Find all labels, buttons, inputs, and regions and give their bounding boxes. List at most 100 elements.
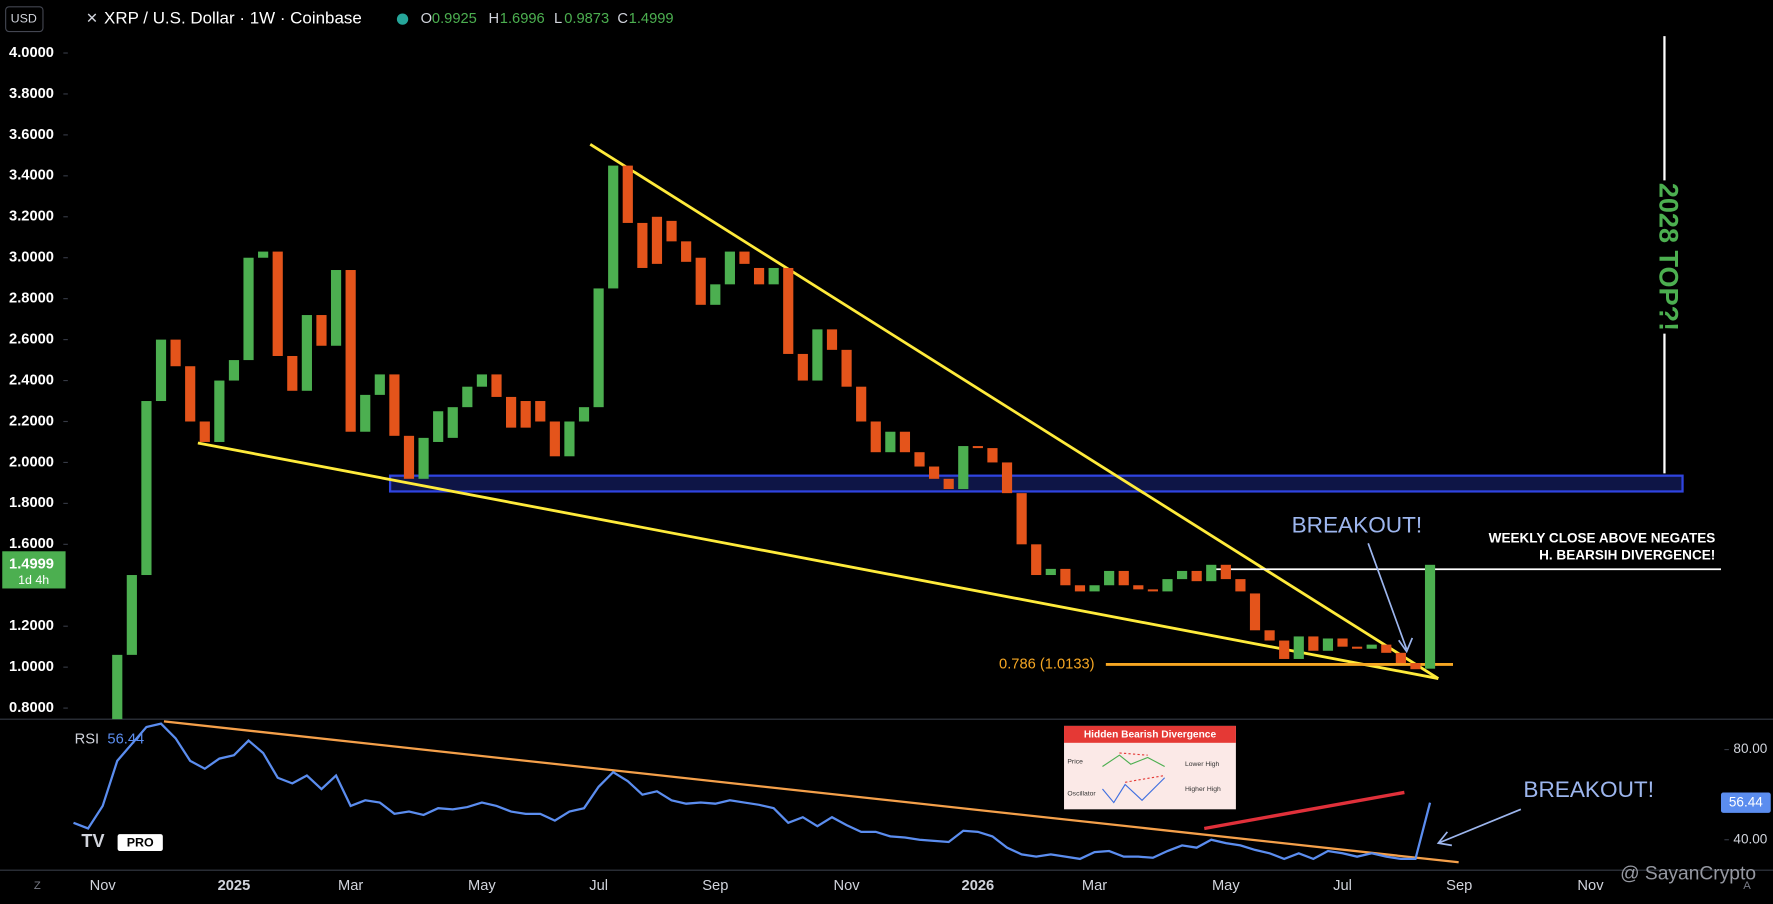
candle <box>1235 579 1246 592</box>
annotation: BREAKOUT! <box>1523 777 1654 802</box>
x-tick-label: Nov <box>90 878 117 894</box>
candle <box>1176 570 1188 580</box>
support-zone <box>388 474 1684 493</box>
rsi-value-label: 56.44 <box>1729 794 1763 809</box>
candle <box>199 421 210 442</box>
candle <box>287 355 298 391</box>
x-tick-label: Sep <box>702 878 728 894</box>
candle <box>272 251 283 356</box>
logo: PRO <box>127 835 154 849</box>
arrow-head <box>1398 637 1414 654</box>
x-tick-label: 2025 <box>218 878 251 894</box>
candle <box>637 222 648 268</box>
candle <box>783 267 794 354</box>
inset-label: Lower High <box>1185 761 1220 768</box>
logo-mark: TV <box>81 831 104 851</box>
symbol-icon: ✕ <box>86 11 98 27</box>
candle <box>1220 564 1231 580</box>
y-tick-label: 0.8000 <box>9 700 54 716</box>
candle <box>1074 585 1086 592</box>
annotation: WEEKLY CLOSE ABOVE NEGATES <box>1489 530 1716 545</box>
corner-button[interactable]: A <box>1743 880 1751 892</box>
candle <box>185 366 196 422</box>
candle <box>1104 570 1115 586</box>
indicator-name: RSI <box>75 731 99 747</box>
candle <box>1381 644 1392 653</box>
x-tick-label: Mar <box>338 878 363 894</box>
candle <box>301 315 312 391</box>
x-tick-label: May <box>468 878 496 894</box>
candle <box>1045 568 1056 576</box>
candle <box>506 396 517 428</box>
candle <box>243 257 254 361</box>
y-tick-label: 3.2000 <box>9 209 54 225</box>
candle <box>856 386 867 422</box>
candles <box>112 165 1436 720</box>
fib-label: 0.786 (1.0133) <box>999 656 1094 672</box>
x-tick-label: May <box>1212 878 1240 894</box>
y-tick-label: 2.8000 <box>9 291 54 307</box>
candle <box>1206 564 1217 582</box>
corner-button[interactable]: Z <box>34 880 41 892</box>
price-label-box <box>2 551 66 589</box>
currency[interactable]: USD <box>11 11 37 25</box>
ohlc-value: 1.6996 <box>500 11 545 27</box>
candle <box>622 165 633 223</box>
ohlc-value: 1.4999 <box>629 11 674 27</box>
candle <box>141 401 152 576</box>
candle <box>1162 579 1173 592</box>
candle <box>710 284 721 305</box>
candle <box>1089 585 1100 592</box>
candle <box>914 452 925 467</box>
candle <box>1308 636 1319 651</box>
inset-label: Higher High <box>1185 786 1221 793</box>
candle <box>943 478 954 490</box>
candle <box>1191 570 1202 582</box>
inset-title: Hidden Bearish Divergence <box>1084 730 1217 741</box>
currency-button[interactable] <box>5 6 44 33</box>
x-tick-label: Sep <box>1446 878 1472 894</box>
x-tick-label: Nov <box>1577 878 1604 894</box>
candle <box>1366 644 1377 649</box>
candle <box>1279 640 1290 659</box>
y-tick-label: 3.4000 <box>9 168 54 184</box>
candle <box>1001 462 1013 494</box>
candle <box>593 288 604 408</box>
candle <box>1352 646 1363 649</box>
arrow <box>1437 808 1522 844</box>
candle <box>330 270 342 346</box>
ohlc-letter: C <box>617 11 628 27</box>
candle <box>1264 630 1275 641</box>
ohlc-legend: O 0.9925 H 1.6996 L 0.9873 C 1.4999 <box>421 11 674 27</box>
candle <box>112 654 123 720</box>
candle <box>812 329 823 381</box>
candle <box>1147 589 1158 592</box>
candle <box>1133 585 1144 590</box>
ohlc-letter: O <box>421 11 432 27</box>
ohlc-value: 0.9925 <box>432 11 477 27</box>
y-tick-label: 4.0000 <box>9 45 54 61</box>
inset-line <box>1119 752 1148 756</box>
candle <box>374 374 385 395</box>
candle <box>724 251 735 285</box>
x-tick-label: Jul <box>589 878 608 894</box>
candle <box>403 435 415 479</box>
candle <box>433 411 444 442</box>
candle <box>1060 568 1071 586</box>
candle <box>491 374 502 397</box>
candle <box>666 220 677 242</box>
rsi-trendline <box>163 720 1459 864</box>
candle <box>695 257 706 305</box>
candle <box>1031 544 1042 576</box>
inset: Hidden Bearish Divergence Price Oscillat… <box>1064 725 1236 810</box>
rsi-tick-label: 40.00 <box>1733 831 1767 846</box>
x-tick-label: Nov <box>834 878 861 894</box>
candle <box>316 315 327 346</box>
inset-header <box>1064 725 1236 743</box>
divergence-line <box>1203 790 1405 831</box>
candle <box>564 421 575 457</box>
candle <box>1293 636 1304 659</box>
candle <box>987 448 998 463</box>
inset-line <box>1102 777 1166 804</box>
symbol-title: XRP / U.S. Dollar · 1W · Coinbase <box>104 9 362 28</box>
